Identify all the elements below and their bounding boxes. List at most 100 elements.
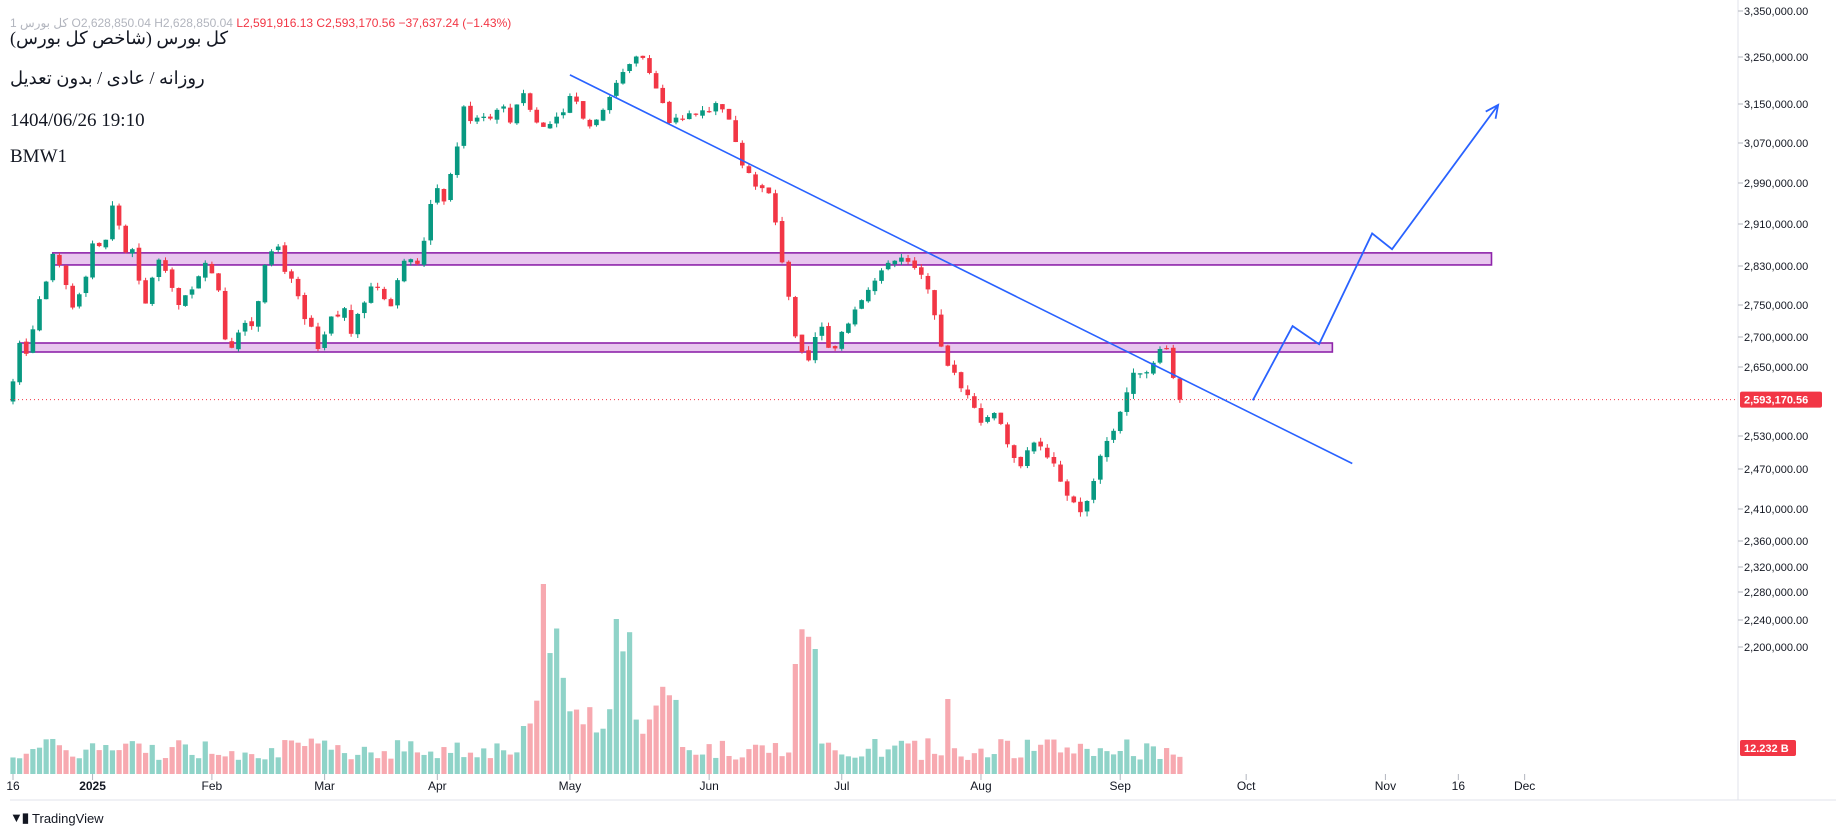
candle-body [1157,349,1163,363]
candle-body [534,109,540,123]
volume-bar [388,758,394,774]
volume-bar [646,719,653,774]
volume-bar [454,742,460,774]
volume-bar [1150,746,1156,774]
candle-body [1071,496,1077,503]
volume-bar [461,757,467,774]
candle-body [614,82,619,96]
candle-body [1098,455,1103,480]
price-tick-label: 2,910,000.00 [1744,219,1808,231]
candle-body [1078,501,1083,513]
tradingview-logo-icon: ▼▮ [10,810,29,825]
volume-bar [202,741,208,774]
candle-body [368,286,374,303]
price-tick-label: 2,830,000.00 [1744,261,1808,273]
brand-text: TradingView [32,810,104,826]
candle-body [693,113,699,115]
volume-bar [441,747,447,774]
candle-body [57,254,62,265]
candle-body [249,321,254,327]
candle-body [23,341,29,354]
index-title: کل بورس (شاخص کل بورس) [10,28,229,48]
volume-bar [494,743,500,774]
candle-body [720,104,725,110]
volume-bar [825,742,832,774]
candle-body [773,193,778,223]
volume-bar [547,653,553,774]
volume-bar [76,758,82,774]
volume-bar [1024,739,1030,774]
candle-body [17,343,22,383]
trendline-group[interactable] [569,74,1353,465]
volume-bar [852,757,858,774]
volume-bar [554,628,560,774]
candle-body [514,104,520,124]
volume-bar [1097,748,1103,774]
close-value: C2,593,170.56 [316,16,396,30]
volume-bar [103,745,109,774]
volume-bar [1051,739,1057,774]
projection-path-group[interactable] [1252,103,1500,401]
candle-body [507,107,513,123]
volume-bar [812,649,818,774]
candle-body [103,239,109,248]
price-tick-label: 2,530,000.00 [1744,431,1808,443]
volume-bar [1071,753,1077,774]
volume-bar [315,743,321,774]
candle-body [242,322,248,332]
volume-bar [1018,757,1024,774]
candle-body [90,243,95,278]
candle-body [1038,441,1043,447]
volume-bar [931,753,938,774]
candle-body [660,87,666,104]
volume-bar [375,758,381,774]
time-axis[interactable]: 16 2025 Feb Mar Apr May Jun Jul Aug Sep Oct Nov 16 De… [6,774,1535,793]
volume-bar [719,740,726,774]
candle-body [667,101,672,124]
volume-bar [242,752,248,774]
volume-bar [739,757,745,774]
candle-body [222,290,228,340]
last-price-tag-label: 2,593,170.56 [1744,395,1808,407]
price-tick-label: 2,280,000.00 [1744,587,1808,599]
volume-bar [859,756,865,774]
candle-body [919,267,924,275]
volume-bar [235,759,242,774]
candle-body [647,58,652,73]
candle-body [746,166,752,173]
volume-bar [792,664,798,774]
volume-bar [945,699,951,774]
price-axis[interactable]: 3,350,000.00 3,250,000.00 3,150,000.00 3,07… [1738,6,1822,756]
volume-bar [905,743,911,774]
volume-bar [268,748,275,774]
candle-body [435,188,440,203]
volume-bar [1177,756,1183,774]
volume-bar [573,709,580,774]
volume-bar [335,745,341,774]
volume-bar [196,758,202,774]
volume-bar [613,619,619,774]
candle-body [892,260,898,265]
volume-bar [832,750,838,774]
symbol-code: BMW1 [10,146,67,167]
candle-body [965,389,971,396]
volume-bar [673,699,679,774]
tradingview-brand[interactable]: ▼▮ TradingView [10,810,104,826]
volume-bar [262,759,268,774]
volume-bar [1144,743,1150,774]
symbol-label: کل بورس 1 [10,16,69,30]
volume-bar [1044,739,1050,774]
candle-body [236,332,241,350]
candle-body [50,253,56,281]
candle-body [1051,456,1057,464]
candle-body [123,225,129,253]
candle-body [1025,450,1030,466]
volume-bar [63,750,69,774]
candle-body [381,288,387,300]
volume-bar [288,740,295,774]
time-tick-label: Mar [314,779,335,793]
time-tick-label: Oct [1237,779,1256,793]
low-value: L2,591,916.13 [236,16,314,30]
candle-body [202,262,208,278]
